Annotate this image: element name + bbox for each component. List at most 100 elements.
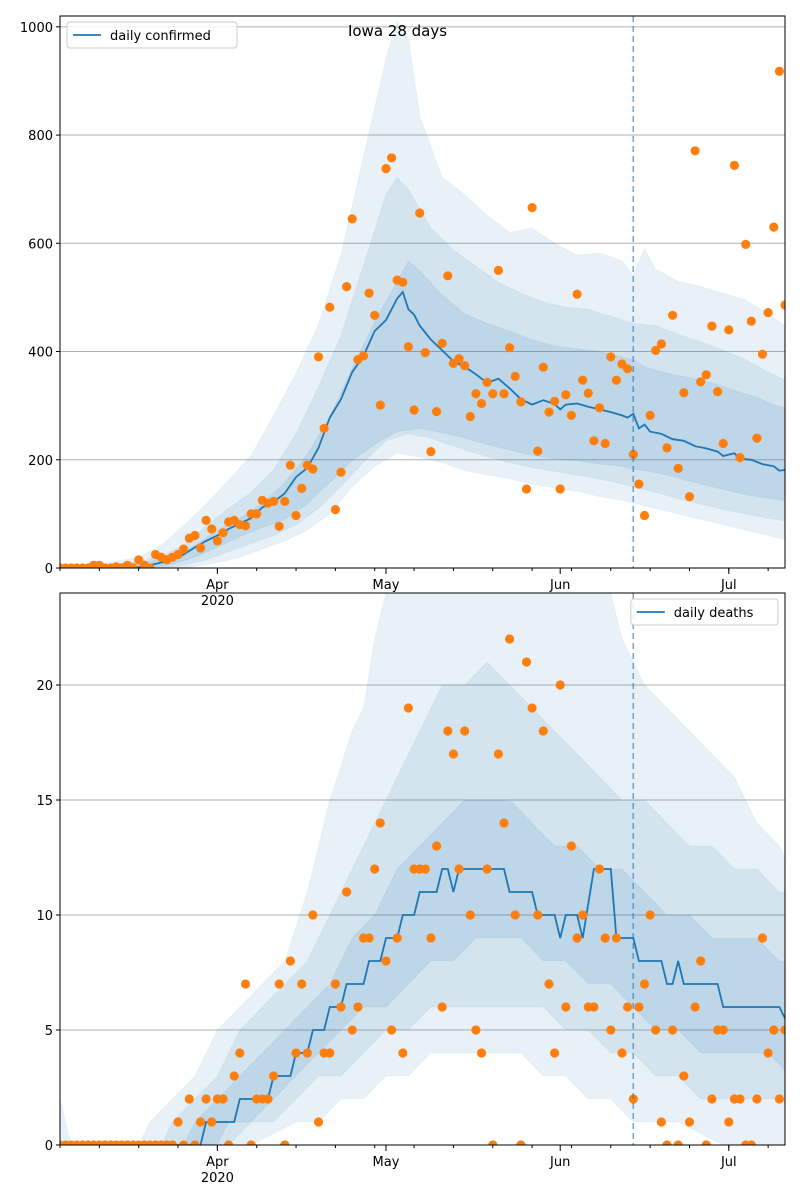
observed-point xyxy=(521,657,532,667)
observed-point xyxy=(342,282,352,292)
observed-point xyxy=(145,563,155,568)
observed-point xyxy=(398,277,408,287)
observed-point xyxy=(420,864,430,874)
band-80-interval xyxy=(60,661,785,1145)
observed-point xyxy=(550,1048,560,1058)
observed-point xyxy=(398,1048,408,1058)
observed-point xyxy=(179,544,189,554)
observed-point xyxy=(589,436,599,446)
observed-point xyxy=(184,1094,194,1104)
band-50-interval xyxy=(76,259,785,568)
observed-point xyxy=(752,433,762,443)
observed-point xyxy=(218,1094,228,1104)
observed-point xyxy=(432,407,442,417)
observed-point xyxy=(600,438,610,449)
observed-point xyxy=(499,389,509,399)
observed-point xyxy=(713,387,723,397)
axes-frame xyxy=(59,592,786,1146)
observed-point xyxy=(319,423,329,433)
observed-point xyxy=(330,505,340,515)
y-tick-label: 200 xyxy=(28,454,53,469)
observed-point xyxy=(488,1140,498,1145)
observed-point xyxy=(769,222,779,232)
x-tick-label: May xyxy=(373,1155,400,1170)
observed-point xyxy=(128,563,138,568)
observed-point xyxy=(207,524,217,534)
legend-label: daily confirmed xyxy=(110,29,211,44)
observed-point xyxy=(516,1140,526,1145)
observed-point xyxy=(505,634,515,644)
observed-point xyxy=(308,464,318,474)
observed-point xyxy=(538,726,548,736)
observed-point xyxy=(527,703,537,713)
observed-point xyxy=(291,1048,301,1058)
observed-point xyxy=(606,352,616,362)
observed-point xyxy=(387,153,397,163)
observed-point xyxy=(505,343,515,353)
observed-point xyxy=(774,66,785,76)
observed-point xyxy=(240,979,251,989)
observed-point xyxy=(735,453,745,463)
observed-point xyxy=(639,510,650,521)
observed-point xyxy=(437,1002,447,1012)
observed-point xyxy=(308,910,318,920)
observed-point xyxy=(493,265,503,275)
observed-point xyxy=(668,1025,678,1035)
observed-point xyxy=(375,818,385,828)
observed-point xyxy=(426,447,436,457)
observed-point xyxy=(533,910,543,920)
observed-point xyxy=(291,510,301,521)
observed-point xyxy=(611,933,622,943)
observed-point xyxy=(325,302,335,312)
observed-point xyxy=(544,407,554,417)
observed-point xyxy=(679,388,689,398)
observed-point xyxy=(179,1140,189,1145)
observed-point xyxy=(370,864,380,874)
observed-point xyxy=(724,325,734,335)
observed-point xyxy=(757,933,768,943)
observed-point xyxy=(471,1025,481,1035)
observed-point xyxy=(757,349,768,359)
observed-point xyxy=(224,1140,234,1145)
observed-point xyxy=(370,310,380,320)
observed-point xyxy=(662,443,672,453)
x-year-label: 2020 xyxy=(201,594,234,609)
observed-point xyxy=(578,375,588,385)
observed-point xyxy=(673,463,683,473)
observed-point xyxy=(786,156,795,165)
band-95-interval xyxy=(76,20,785,568)
observed-point xyxy=(510,910,520,920)
legend-label: daily deaths xyxy=(674,606,754,621)
y-tick-label: 0 xyxy=(45,562,53,577)
band-50-interval xyxy=(60,799,785,1145)
observed-point xyxy=(572,933,582,943)
x-tick-label: Jun xyxy=(549,1155,570,1170)
observed-point xyxy=(347,1025,357,1035)
observed-point xyxy=(550,396,560,406)
observed-point xyxy=(718,438,728,449)
observed-point xyxy=(454,354,464,364)
observed-point xyxy=(201,1094,211,1104)
observed-point xyxy=(387,1025,397,1035)
observed-point xyxy=(718,1025,728,1035)
observed-point xyxy=(403,342,413,352)
observed-point xyxy=(476,398,487,409)
observed-point xyxy=(403,703,413,713)
observed-point xyxy=(392,933,402,943)
x-tick-label: May xyxy=(373,578,400,593)
observed-point xyxy=(173,1117,183,1127)
observed-point xyxy=(645,410,655,420)
observed-point xyxy=(167,1140,177,1145)
observed-point xyxy=(443,271,453,281)
observed-point xyxy=(684,492,695,502)
observed-point xyxy=(195,543,206,553)
y-tick-label: 1000 xyxy=(20,21,53,36)
observed-point xyxy=(437,338,447,348)
observed-point xyxy=(381,956,391,966)
observed-point xyxy=(516,397,526,407)
observed-point xyxy=(561,390,571,400)
observed-point xyxy=(707,321,717,331)
observed-point xyxy=(426,933,436,943)
y-tick-label: 800 xyxy=(28,129,53,144)
